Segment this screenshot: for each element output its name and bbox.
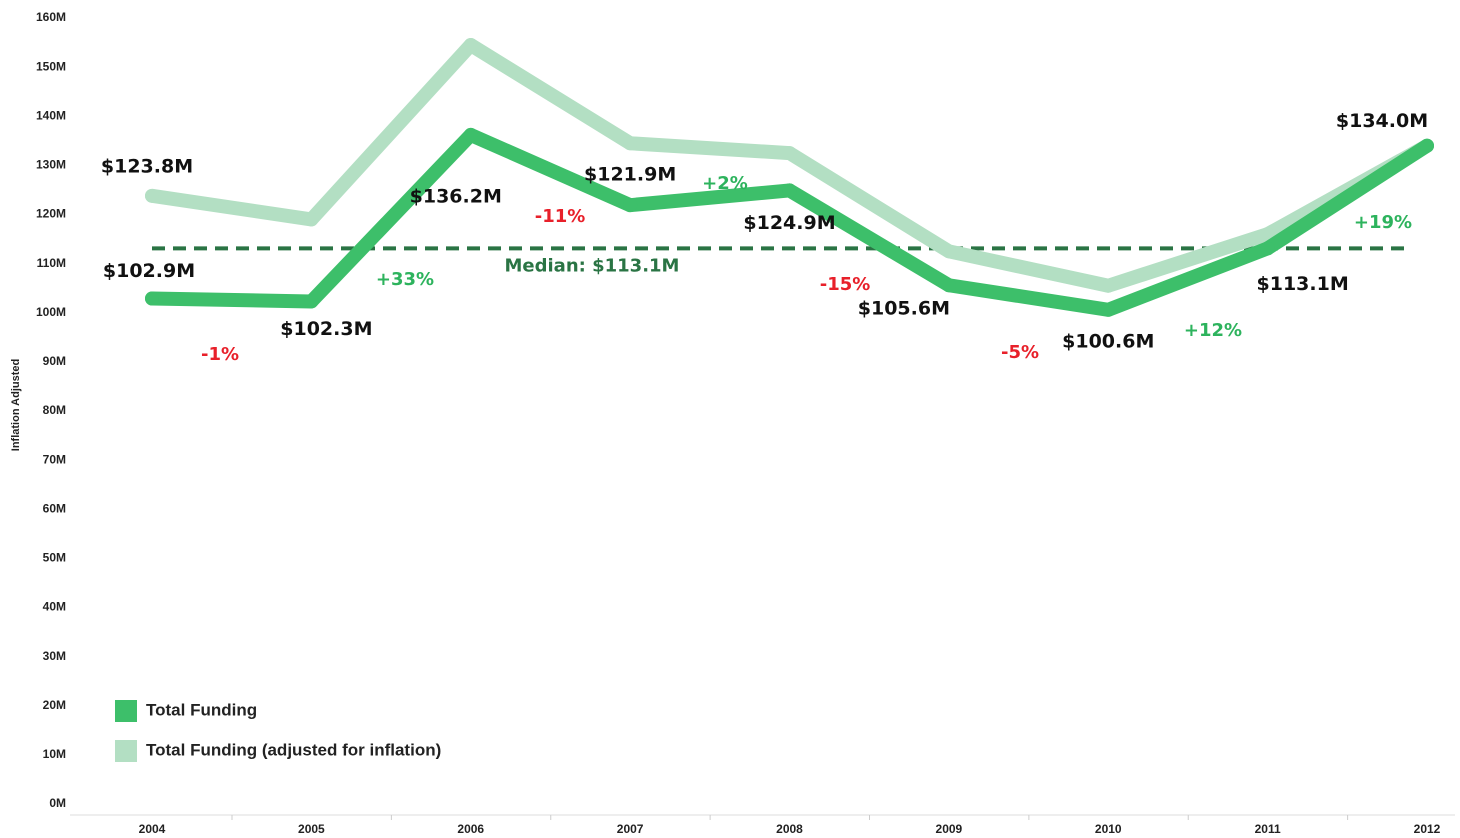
data-label: $113.1M xyxy=(1257,273,1349,295)
data-label: $105.6M xyxy=(858,298,950,320)
change-label: -15% xyxy=(820,274,871,295)
change-label: -11% xyxy=(535,206,586,227)
y-tick-label: 20M xyxy=(43,698,66,712)
point xyxy=(623,198,638,213)
y-tick-label: 0M xyxy=(49,796,66,810)
y-tick-label: 40M xyxy=(43,600,66,614)
point xyxy=(941,244,956,259)
point xyxy=(145,291,159,306)
legend-label: Total Funding xyxy=(146,700,257,719)
legend-swatch xyxy=(115,700,137,722)
data-label: $123.8M xyxy=(101,155,193,177)
point xyxy=(1101,278,1116,293)
y-tick-label: 60M xyxy=(43,501,66,515)
change-label: +33% xyxy=(376,269,434,290)
y-axis-label: Inflation Adjusted xyxy=(10,359,22,451)
median-label: Median: $113.1M xyxy=(505,255,680,276)
x-tick-label: 2009 xyxy=(936,822,963,836)
y-tick-label: 70M xyxy=(43,452,66,466)
x-tick-label: 2005 xyxy=(298,822,325,836)
y-tick-label: 50M xyxy=(43,551,66,565)
point xyxy=(1260,227,1275,242)
x-tick-label: 2011 xyxy=(1255,822,1281,836)
change-label: -5% xyxy=(1001,342,1039,363)
point xyxy=(1420,138,1434,153)
y-tick-label: 80M xyxy=(43,403,66,417)
x-tick-label: 2012 xyxy=(1414,822,1441,836)
change-label: +12% xyxy=(1184,320,1242,341)
y-tick-label: 130M xyxy=(36,158,66,172)
point xyxy=(463,38,478,53)
point xyxy=(463,127,478,142)
point xyxy=(304,294,319,309)
point xyxy=(304,212,319,227)
x-tick-label: 2008 xyxy=(776,822,803,836)
point xyxy=(941,278,956,293)
point xyxy=(1101,302,1116,317)
y-tick-label: 30M xyxy=(43,649,66,663)
y-tick-label: 10M xyxy=(43,747,66,761)
legend-label: Total Funding (adjusted for inflation) xyxy=(146,740,441,759)
x-tick-label: 2004 xyxy=(139,822,166,836)
data-label: $136.2M xyxy=(410,185,502,207)
x-tick-label: 2007 xyxy=(617,822,644,836)
legend-swatch xyxy=(115,740,137,762)
data-label: $121.9M xyxy=(584,164,676,186)
data-label: $100.6M xyxy=(1062,330,1154,352)
y-tick-label: 120M xyxy=(36,207,66,221)
x-tick-label: 2006 xyxy=(457,822,484,836)
y-tick-label: 160M xyxy=(36,10,66,24)
point xyxy=(782,146,797,161)
data-label: $102.3M xyxy=(280,318,372,340)
point xyxy=(782,183,797,198)
data-label: $124.9M xyxy=(743,212,835,234)
y-tick-label: 150M xyxy=(36,59,66,73)
change-label: -1% xyxy=(201,344,239,365)
change-label: +2% xyxy=(702,173,748,194)
y-tick-label: 90M xyxy=(43,354,66,368)
change-label: +19% xyxy=(1354,212,1412,233)
point xyxy=(1260,241,1275,256)
y-tick-label: 100M xyxy=(36,305,66,319)
data-label: $102.9M xyxy=(103,260,195,282)
y-tick-label: 140M xyxy=(36,108,66,122)
x-tick-label: 2010 xyxy=(1095,822,1122,836)
data-label: $134.0M xyxy=(1336,110,1428,132)
point xyxy=(145,188,159,203)
point xyxy=(623,136,638,151)
y-tick-label: 110M xyxy=(37,256,66,270)
